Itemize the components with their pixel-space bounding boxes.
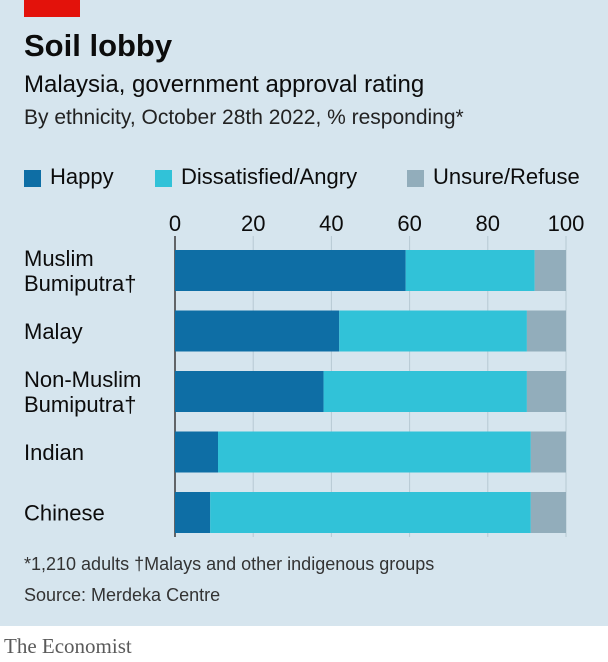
legend-swatch-dissatisfied [155, 170, 172, 187]
bar-muslim-bumiputra-dissatisfied-angry [405, 250, 535, 291]
bar-malay-unsure-refuse [526, 310, 566, 352]
chart-card: Soil lobby Malaysia, government approval… [0, 0, 608, 626]
chart-title: Soil lobby [24, 28, 173, 63]
x-tick-label-60: 60 [397, 211, 421, 236]
legend-label-unsure: Unsure/Refuse [433, 164, 580, 189]
x-tick-label-100: 100 [548, 211, 585, 236]
category-label-non-muslim-bumiputra-line-1: Non-Muslim [24, 367, 141, 392]
legend-swatch-unsure [407, 170, 424, 187]
x-tick-label-40: 40 [319, 211, 343, 236]
chart-subtitle: Malaysia, government approval rating [24, 71, 425, 98]
bar-non-muslim-bumiputra-happy [175, 371, 324, 412]
category-label-malay: Malay [24, 319, 83, 344]
bar-chinese-unsure-refuse [530, 492, 566, 533]
stacked-bar-chart: 0 20 40 60 80 100MuslimBumiputra†MalayNon-Mus… [24, 211, 585, 537]
legend-swatch-happy [24, 170, 41, 187]
legend-label-dissatisfied: Dissatisfied/Angry [181, 164, 358, 189]
category-label-indian: Indian [24, 440, 84, 465]
category-label-chinese: Chinese [24, 501, 105, 526]
x-tick-label-0: 0 [169, 211, 181, 236]
legend-label-happy: Happy [50, 164, 114, 189]
bar-muslim-bumiputra-happy [175, 250, 406, 291]
x-tick-label-80: 80 [476, 211, 500, 236]
bar-malay-dissatisfied-angry [339, 310, 527, 352]
category-label-muslim-bumiputra-line-2: Bumiputra† [24, 271, 137, 296]
bar-indian-happy [175, 431, 219, 473]
x-tick-label-20: 20 [241, 211, 265, 236]
category-label-muslim-bumiputra-line-1: Muslim [24, 246, 94, 271]
footnote: *1,210 adults †Malays and other indigeno… [24, 554, 435, 574]
bar-non-muslim-bumiputra-unsure-refuse [526, 371, 566, 412]
bar-chinese-happy [175, 492, 211, 533]
bar-malay-happy [175, 310, 340, 352]
bar-muslim-bumiputra-unsure-refuse [534, 250, 566, 291]
bar-indian-unsure-refuse [530, 431, 566, 473]
bar-indian-dissatisfied-angry [218, 431, 531, 473]
bar-non-muslim-bumiputra-dissatisfied-angry [323, 371, 527, 412]
publisher-logo-text: The Economist [4, 634, 132, 658]
bar-chinese-dissatisfied-angry [210, 492, 531, 533]
category-label-non-muslim-bumiputra-line-2: Bumiputra† [24, 392, 137, 417]
brand-red-tag [24, 0, 80, 17]
chart-description: By ethnicity, October 28th 2022, % respo… [24, 106, 464, 129]
source-note: Source: Merdeka Centre [24, 585, 221, 605]
